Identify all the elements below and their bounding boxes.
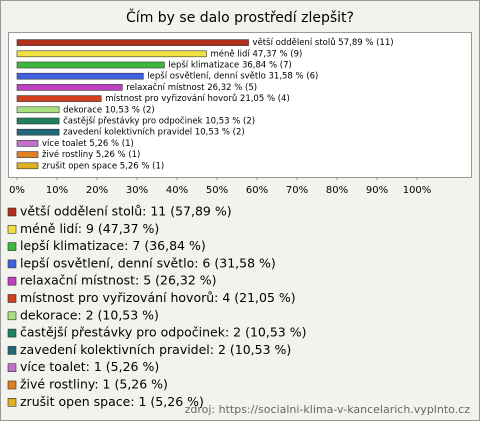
legend-label: relaxační místnost: 5 (26,32 %) bbox=[20, 273, 217, 288]
bar bbox=[16, 39, 249, 46]
legend-label: zrušit open space: 1 (5,26 %) bbox=[20, 394, 204, 409]
legend-swatch bbox=[7, 363, 17, 373]
x-tick-label: 80% bbox=[326, 185, 348, 196]
bar-label: místnost pro vyřizování hovorů 21,05 % (… bbox=[105, 93, 290, 104]
bar bbox=[16, 117, 60, 125]
legend-swatch bbox=[7, 242, 17, 251]
bar-label: lepší klimatizace 36,84 % (7) bbox=[168, 60, 291, 71]
legend-label: více toalet: 1 (5,26 %) bbox=[20, 359, 159, 374]
x-tick-label: 10% bbox=[46, 185, 68, 196]
bar bbox=[16, 140, 39, 147]
x-tick-label: 90% bbox=[366, 185, 388, 196]
bar-label: živé rostliny 5,26 % (1) bbox=[42, 149, 140, 160]
legend-label: lepší klimatizace: 7 (36,84 %) bbox=[20, 238, 206, 253]
legend-swatch bbox=[7, 207, 17, 217]
legend-swatch bbox=[7, 294, 17, 303]
x-tick-label: 40% bbox=[166, 185, 188, 196]
bar-label: zavedení kolektivních pravidel 10,53 % (… bbox=[63, 128, 245, 138]
legend-label: místnost pro vyřizování hovorů: 4 (21,05… bbox=[20, 290, 296, 305]
bar bbox=[16, 61, 165, 69]
source: zdroj: https://socialni-klima-v-kancelar… bbox=[185, 403, 471, 416]
bar bbox=[16, 50, 207, 58]
bar-label: lepší osvětlení, denní světlo 31,58 % (6… bbox=[147, 71, 318, 82]
bar-label: zrušit open space 5,26 % (1) bbox=[42, 160, 164, 171]
bar-label: dekorace 10,53 % (2) bbox=[63, 105, 155, 115]
legend-label: zavedení kolektivních pravidel: 2 (10,53… bbox=[20, 342, 291, 357]
x-tick-label: 30% bbox=[126, 185, 148, 196]
bar bbox=[16, 106, 60, 114]
legend-label: častější přestávky pro odpočinek: 2 (10,… bbox=[20, 325, 306, 340]
bar bbox=[16, 84, 123, 91]
legend-swatch bbox=[7, 311, 17, 321]
chart-title: Čím by se dalo prostředí zlepšit? bbox=[126, 8, 354, 26]
bar-label: častější přestávky pro odpočinek 10,53 %… bbox=[63, 116, 255, 127]
x-tick-label: 20% bbox=[86, 185, 108, 196]
bar bbox=[16, 162, 39, 170]
legend-label: dekorace: 2 (10,53 %) bbox=[20, 307, 159, 322]
legend-swatch bbox=[7, 276, 17, 286]
legend-label: lepší osvětlení, denní světlo: 6 (31,58 … bbox=[20, 255, 276, 270]
legend-label: méně lidí: 9 (47,37 %) bbox=[20, 221, 159, 236]
legend-swatch bbox=[7, 225, 17, 234]
x-tick-label: 50% bbox=[206, 185, 228, 196]
bar bbox=[16, 95, 102, 102]
x-tick-label: 60% bbox=[246, 185, 268, 196]
x-tick-label: 100% bbox=[403, 185, 432, 196]
x-tick-label: 70% bbox=[286, 185, 308, 196]
bar bbox=[16, 72, 144, 80]
bar-label: více toalet 5,26 % (1) bbox=[42, 139, 134, 149]
legend-label: živé rostliny: 1 (5,26 %) bbox=[20, 377, 168, 392]
bar-label: větší oddělení stolů 57,89 % (11) bbox=[253, 37, 394, 48]
bar-label: méně lidí 47,37 % (9) bbox=[210, 48, 302, 59]
legend-label: větší oddělení stolů: 11 (57,89 %) bbox=[20, 204, 232, 219]
bar bbox=[16, 151, 39, 158]
legend-swatch bbox=[7, 259, 17, 269]
x-tick-label: 0% bbox=[9, 185, 25, 196]
legend-swatch bbox=[7, 328, 17, 338]
bar-label: relaxační místnost 26,32 % (5) bbox=[126, 82, 257, 93]
bar bbox=[16, 128, 60, 136]
legend-swatch bbox=[7, 346, 17, 355]
legend-swatch bbox=[7, 380, 17, 390]
legend-swatch bbox=[7, 397, 17, 407]
